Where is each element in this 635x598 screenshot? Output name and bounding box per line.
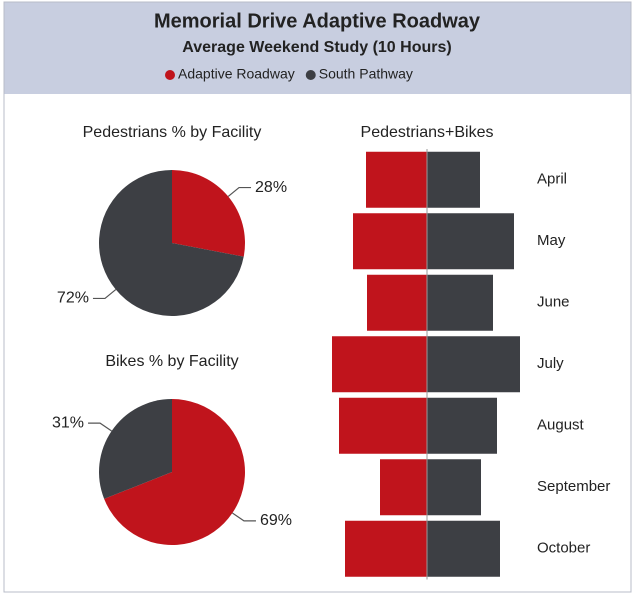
bar [339, 397, 427, 454]
pie-label: 28% [255, 179, 287, 196]
pie-label: 31% [52, 414, 84, 431]
header-band [4, 2, 631, 94]
pie-title: Pedestrians % by Facility [83, 124, 262, 141]
pie-title: Bikes % by Facility [105, 353, 238, 370]
pie-label: 69% [260, 512, 292, 529]
legend-label: Adaptive Roadway [178, 66, 295, 82]
leader-line [88, 422, 112, 432]
pie-slice [104, 399, 246, 545]
bar [332, 336, 427, 393]
bar [427, 213, 514, 270]
bar [380, 459, 427, 516]
pie-label: 72% [57, 290, 89, 307]
category-label: April [537, 171, 567, 188]
category-label: September [537, 478, 610, 495]
title: Memorial Drive Adaptive Roadway [154, 10, 481, 32]
bar [345, 520, 427, 577]
bar [427, 274, 493, 331]
legend-swatch [305, 70, 316, 80]
category-label: June [537, 294, 570, 311]
pie-slice [172, 170, 245, 257]
leader-line [92, 289, 117, 300]
bar [427, 397, 497, 454]
leader-line [227, 186, 252, 197]
bar [427, 520, 500, 577]
bar-title: Pedestrians+Bikes [361, 124, 494, 141]
pie-slice [99, 399, 172, 499]
frame [3, 1, 632, 593]
bar [427, 336, 520, 393]
legend-label: South Pathway [319, 66, 413, 82]
bar [427, 459, 481, 516]
pie-slice [99, 170, 244, 316]
category-label: August [537, 417, 585, 434]
bar [367, 274, 427, 331]
bar [366, 151, 427, 208]
category-label: October [537, 540, 590, 557]
legend-swatch [165, 70, 175, 80]
category-label: May [537, 232, 566, 249]
subtitle: Average Weekend Study (10 Hours) [182, 39, 451, 56]
legend: Adaptive Roadway South Pathway [165, 66, 413, 82]
category-label: July [537, 355, 564, 372]
bar [353, 213, 427, 270]
leader-line [232, 512, 256, 522]
bar [427, 151, 480, 208]
